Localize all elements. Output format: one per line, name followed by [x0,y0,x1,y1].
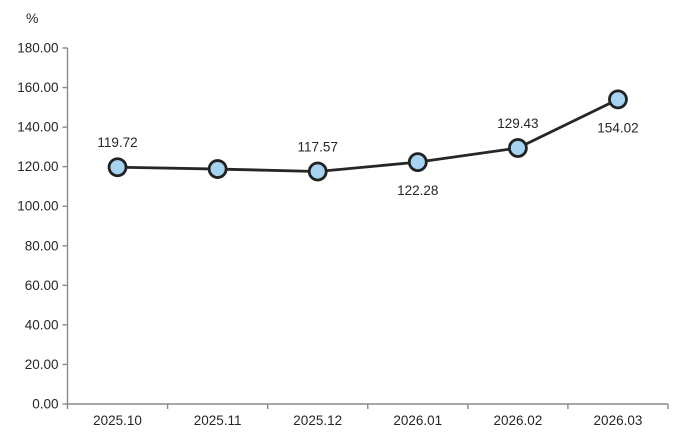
data-label: 154.02 [597,120,638,135]
y-axis-tick-label: 120.00 [17,159,58,174]
y-axis-tick-label: 160.00 [17,80,58,95]
x-axis-tick-label: 2026.02 [493,413,542,428]
data-point-2026.01[interactable] [407,152,428,173]
y-axis-tick-label: 40.00 [25,317,59,332]
data-label: 129.43 [497,116,538,131]
x-axis-tick-label: 2026.01 [393,413,442,428]
x-axis-tick-label: 2025.11 [194,413,242,428]
y-axis-tick-label: 80.00 [25,238,59,253]
y-axis-tick-label: 180.00 [17,41,58,56]
data-point-2026.03[interactable] [608,89,628,110]
y-axis-tick-label: 20.00 [25,357,59,372]
data-label: 122.28 [397,183,438,198]
data-point-2025.12[interactable] [307,161,328,182]
y-axis-tick-label: 140.00 [17,120,58,135]
series-line [117,98,619,173]
data-point-2026.02[interactable] [507,138,528,158]
y-axis-tick-label: 0.00 [32,397,58,412]
y-axis-unit-label: % [26,10,39,26]
data-label: 117.57 [298,139,338,154]
x-axis-tick-label: 2026.03 [594,413,643,428]
x-axis-tick-label: 2025.12 [293,413,342,428]
y-axis-tick-label: 60.00 [25,278,59,293]
y-axis-tick-label: 100.00 [17,199,58,214]
data-label: 119.72 [97,135,137,150]
data-point-2025.10[interactable] [107,157,128,178]
x-axis-tick-label: 2025.10 [93,413,142,428]
data-point-2025.11[interactable] [207,159,228,179]
